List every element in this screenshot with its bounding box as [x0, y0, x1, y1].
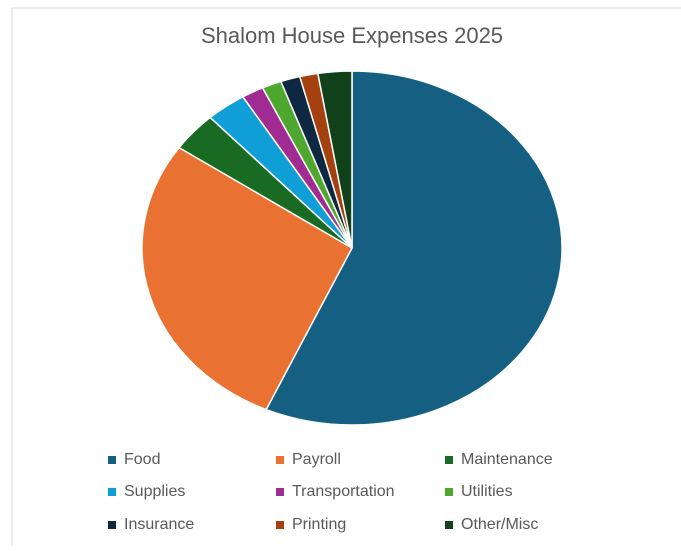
- legend-label: Insurance: [124, 516, 194, 533]
- legend-swatch: [108, 488, 116, 496]
- legend-label: Maintenance: [461, 451, 553, 468]
- legend-label: Transportation: [292, 483, 395, 500]
- legend-label: Food: [124, 451, 160, 468]
- chart-title: Shalom House Expenses 2025: [201, 23, 503, 48]
- legend-label: Utilities: [461, 483, 513, 500]
- legend-swatch: [276, 456, 284, 464]
- legend-swatch: [445, 456, 453, 464]
- legend-swatch: [276, 488, 284, 496]
- legend-swatch: [445, 521, 453, 529]
- legend-swatch: [276, 521, 284, 529]
- legend-swatch: [108, 521, 116, 529]
- legend-swatch: [108, 456, 116, 464]
- legend-label: Supplies: [124, 483, 185, 500]
- legend-label: Other/Misc: [461, 516, 538, 533]
- legend-swatch: [445, 488, 453, 496]
- legend-label: Printing: [292, 516, 346, 533]
- pie-slice: [316, 70, 353, 249]
- pie-slice: [141, 146, 354, 411]
- legend-label: Payroll: [292, 451, 341, 468]
- pie-slice: [265, 70, 563, 426]
